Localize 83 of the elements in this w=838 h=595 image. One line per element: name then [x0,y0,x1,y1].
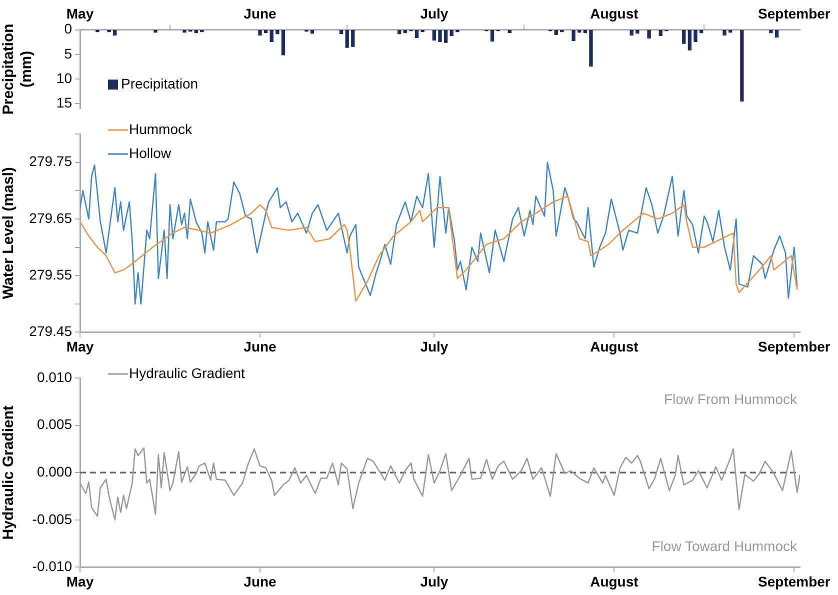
y-tick-label: 0.005 [36,416,72,432]
bar [490,30,494,42]
legend-label: Hydraulic Gradient [129,364,246,381]
bar [351,30,355,47]
bar [450,30,454,36]
y-tick-label: 15 [56,94,72,111]
bar [630,30,634,36]
bar [432,30,436,40]
bar [276,30,280,34]
y-tick-label: 5 [64,45,72,62]
bar [722,30,726,36]
y-axis-title: Hydraulic Gradient [0,405,18,540]
bar [699,30,704,34]
bar [647,30,651,39]
bar [154,30,158,33]
annotation: Flow From Hummock [664,390,798,407]
y-tick-label: 279.55 [29,266,72,282]
legend-label: Hummock [129,120,194,137]
bar [270,30,274,42]
bar [200,30,204,32]
y-tick-label: 279.45 [29,323,72,340]
bar [682,30,686,44]
bar [456,30,460,32]
bar [107,30,111,32]
bar [96,30,100,32]
bar [438,30,442,42]
y-tick-label: -0.010 [32,558,72,574]
bar [345,30,349,48]
bar [554,30,558,36]
annotation: Flow Toward Hummock [652,538,798,554]
bar [420,30,424,32]
x-tick-label: August [590,573,639,590]
x-tick-label: June [244,573,277,590]
x-tick-label: August [590,5,639,22]
legend-label: Hollow [129,144,172,161]
bar [403,30,407,34]
bar [694,30,698,42]
bar [398,30,402,34]
bar [688,30,692,50]
bar [339,30,344,34]
x-tick-label: May [66,573,94,590]
y-tick-label: 0.010 [36,368,72,385]
bar [774,30,779,38]
bar [414,30,419,38]
x-tick-label: June [244,338,277,354]
y-tick-label: 0.000 [36,463,72,480]
bar [658,30,662,36]
x-tick-label: September [758,573,831,590]
y-tick-label: -0.005 [32,510,72,527]
bar [769,30,773,34]
bar [508,30,512,34]
bar [113,30,117,36]
x-tick-label: August [590,338,639,354]
y-tick-label: 10 [56,70,72,86]
x-tick-label: July [420,573,448,590]
bar [264,30,268,34]
bar [572,30,576,41]
bar [589,30,593,67]
x-tick-label: September [758,5,831,22]
y-axis-title: Water Level (masl) [0,167,18,300]
bar [310,30,314,34]
y-tick-label: 0 [64,20,72,37]
x-tick-label: May [66,338,94,354]
bar [281,30,286,56]
bar [578,30,582,33]
legend-label: Precipitation [121,75,198,92]
bar [444,30,448,43]
bar [560,30,564,32]
x-tick-label: July [420,5,448,22]
bar [258,30,262,36]
x-tick-label: June [244,5,277,22]
bar [636,30,640,34]
y-axis-title: Precipitation (mm) [0,24,36,115]
bar [728,30,732,33]
x-tick-label: September [758,338,831,354]
y-tick-label: 279.75 [29,153,72,170]
x-tick-label: May [66,5,94,22]
y-tick-label: 279.65 [29,210,72,226]
bar [194,30,198,34]
x-tick-label: July [420,338,448,354]
bar [740,30,744,102]
bar [583,30,587,34]
bar [182,30,186,33]
